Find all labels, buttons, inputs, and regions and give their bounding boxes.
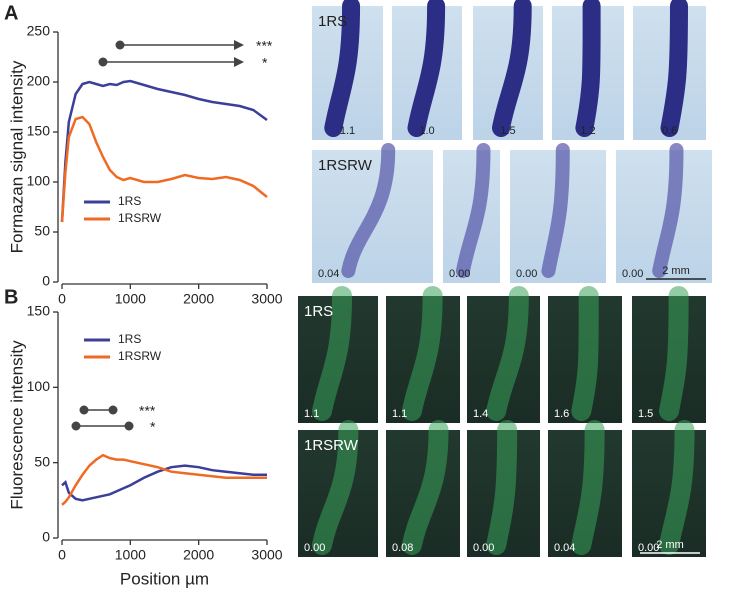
- x-axis-label: Position µm: [120, 569, 209, 588]
- root: [401, 420, 449, 555]
- root: [541, 143, 570, 278]
- x-tick-label: 0: [58, 291, 66, 307]
- image-value: 0.04: [554, 542, 575, 554]
- image-value: 0.00: [473, 542, 494, 554]
- legend-label: 1RS: [118, 194, 141, 208]
- y-tick-label: 0: [42, 273, 50, 289]
- row-label: 1RS: [318, 13, 347, 30]
- image-value: 1.0: [419, 125, 434, 137]
- x-tick-label: 2000: [183, 291, 214, 307]
- image-value: 1.5: [638, 408, 653, 420]
- image-value: 1.1: [304, 408, 319, 420]
- x-tick-label: 0: [58, 547, 66, 563]
- legend-label: 1RS: [118, 332, 141, 346]
- y-tick-label: 100: [27, 173, 51, 189]
- root: [324, 0, 361, 137]
- image-value: 1.5: [500, 125, 515, 137]
- image-value: 0.08: [392, 542, 413, 554]
- root: [571, 286, 599, 421]
- legend-label: 1RSRW: [118, 211, 162, 225]
- y-tick-label: 0: [42, 529, 50, 545]
- scale-label: 2 mm: [662, 265, 690, 277]
- x-tick-label: 2000: [183, 547, 214, 563]
- root: [455, 143, 491, 278]
- series-line: [60, 79, 268, 223]
- y-tick-label: 200: [27, 73, 51, 89]
- annotation: ***: [139, 403, 156, 419]
- image-value: 0.6: [662, 125, 677, 137]
- y-tick-label: 150: [27, 123, 51, 139]
- image-value: 1.1: [392, 408, 407, 420]
- image-value: 1.1: [340, 125, 355, 137]
- y-axis-label: Fluorescence intensity: [7, 340, 26, 510]
- y-tick-label: 50: [34, 453, 50, 469]
- root: [660, 0, 688, 137]
- y-tick-label: 150: [27, 303, 51, 319]
- root: [492, 0, 532, 137]
- x-tick-label: 3000: [251, 547, 282, 563]
- y-tick-label: 100: [27, 378, 51, 394]
- scale-label: 2 mm: [656, 539, 684, 551]
- panel-label: A: [4, 2, 18, 24]
- image-value: 1.6: [554, 408, 569, 420]
- x-tick-label: 1000: [115, 291, 146, 307]
- root: [571, 420, 605, 555]
- root: [401, 286, 443, 421]
- legend-label: 1RSRW: [118, 349, 162, 363]
- annotation: *: [150, 419, 156, 435]
- image-value: 0.00: [304, 542, 325, 554]
- series-line: [61, 464, 267, 502]
- root: [659, 286, 689, 421]
- x-tick-label: 3000: [251, 291, 282, 307]
- series-line: [61, 453, 267, 506]
- image-value: 1.4: [473, 408, 488, 420]
- root: [486, 420, 518, 555]
- row-label: 1RS: [304, 303, 333, 320]
- root: [659, 420, 695, 555]
- root: [312, 420, 359, 555]
- annotation: ***: [256, 38, 273, 54]
- image-value: 0.04: [318, 268, 339, 280]
- significance-arrows: [71, 40, 244, 431]
- x-tick-label: 1000: [115, 547, 146, 563]
- series-line: [60, 115, 268, 223]
- y-axis-label: Formazan signal intensity: [7, 60, 26, 253]
- image-value: 0.00: [516, 268, 537, 280]
- y-tick-label: 250: [27, 23, 51, 39]
- image-value: 0.00: [449, 268, 470, 280]
- root: [407, 0, 446, 137]
- image-value: 1.2: [580, 125, 595, 137]
- root: [312, 286, 352, 421]
- annotation: *: [262, 55, 268, 71]
- panel-label: B: [4, 286, 18, 308]
- root: [341, 143, 396, 278]
- image-value: 0.00: [622, 268, 643, 280]
- row-label: 1RSRW: [304, 437, 359, 454]
- root: [486, 286, 529, 421]
- image-value: 0.00: [638, 542, 659, 554]
- root: [575, 0, 601, 137]
- root: [652, 143, 684, 278]
- y-tick-label: 50: [34, 223, 50, 239]
- row-label: 1RSRW: [318, 157, 373, 174]
